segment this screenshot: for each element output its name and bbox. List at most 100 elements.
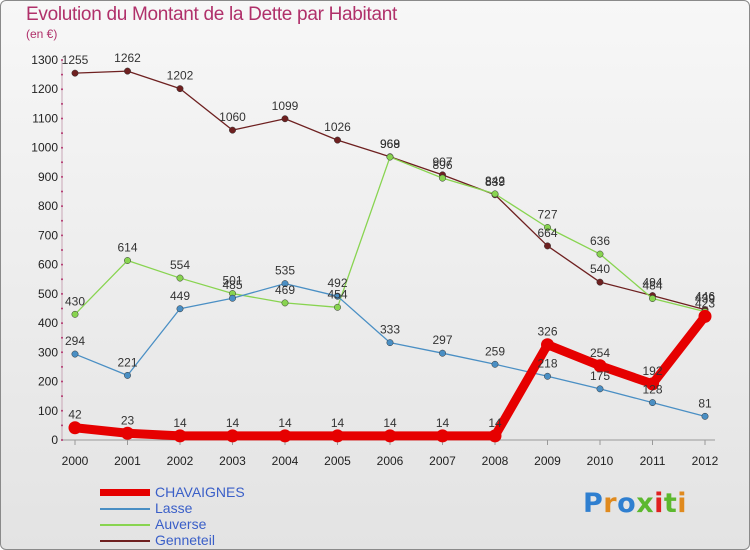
- x-tick-label: 2009: [534, 454, 561, 468]
- series-point-chavaignes: [383, 429, 397, 443]
- series-point-genneteil: [596, 278, 604, 286]
- data-label: 423: [695, 296, 715, 310]
- series-point-genneteil: [281, 115, 289, 123]
- data-label: 430: [65, 294, 85, 308]
- y-tick-label: 300: [38, 345, 58, 359]
- y-tick-label: 1300: [31, 53, 58, 67]
- y-tick-label: 400: [38, 316, 58, 330]
- axes: 0 100 200 300 400 500 600 700 800 900 1000 1100 1200…: [31, 53, 718, 468]
- logo-letter: P: [583, 488, 604, 519]
- series-point-chavaignes: [646, 377, 659, 391]
- series-point-lasse: [386, 339, 394, 347]
- data-label: 326: [537, 325, 557, 339]
- series-point-lasse: [491, 360, 499, 368]
- data-labels-group: 1255 1262 1202 1060 1099 1026 969 907 839 664 540 4…: [62, 51, 716, 430]
- data-label: 14: [436, 416, 450, 430]
- data-label: 1099: [272, 99, 299, 113]
- y-tick-mark: [61, 424, 63, 427]
- data-label: 1202: [167, 69, 194, 83]
- y-tick-mark: [61, 278, 63, 281]
- logo-letter: i: [654, 488, 664, 519]
- x-tick-label: 2004: [272, 454, 299, 468]
- series-point-auverse: [439, 174, 446, 182]
- y-tick-label: 900: [38, 170, 58, 184]
- logo-letter: i: [677, 488, 688, 519]
- y-tick-label: 500: [38, 287, 58, 301]
- data-label: 501: [222, 274, 242, 288]
- y-tick-label: 600: [38, 258, 58, 272]
- series-point-lasse: [229, 294, 236, 302]
- series-point-lasse: [701, 412, 709, 420]
- series-point-chavaignes: [226, 429, 239, 443]
- y-tick-mark: [61, 234, 63, 237]
- data-label: 81: [698, 396, 712, 410]
- series-point-lasse: [334, 292, 341, 300]
- series-point-chavaignes: [173, 429, 187, 443]
- x-tick-label: 2007: [429, 454, 456, 468]
- data-label: 23: [121, 413, 135, 427]
- series-point-lasse: [176, 305, 184, 313]
- series-point-chavaignes: [541, 338, 554, 352]
- y-tick-mark: [61, 102, 63, 105]
- data-label: 14: [488, 416, 502, 430]
- data-label: 297: [432, 333, 452, 347]
- series-point-chavaignes: [488, 429, 502, 443]
- y-tick-mark: [61, 117, 63, 120]
- data-label: 896: [432, 158, 452, 172]
- data-label: 1255: [62, 53, 89, 67]
- data-label: 1026: [324, 120, 351, 134]
- series-point-genneteil: [229, 126, 236, 134]
- data-label: 907: [432, 155, 452, 169]
- series-point-lasse: [596, 385, 604, 393]
- x-tick-label: 2000: [62, 454, 89, 468]
- legend-label: Genneteil: [155, 532, 215, 548]
- data-label: 254: [590, 346, 610, 360]
- x-tick-label: 2005: [324, 454, 351, 468]
- data-label: 449: [170, 289, 190, 303]
- x-tick-label: 2011: [640, 454, 666, 468]
- x-tick-label: 2012: [692, 454, 719, 468]
- data-label: 1262: [114, 51, 141, 65]
- y-tick-mark: [61, 263, 63, 266]
- data-label: 446: [695, 290, 715, 304]
- series-point-auverse: [71, 310, 79, 318]
- series-point-lasse: [281, 280, 289, 288]
- series-line-lasse: [74, 282, 706, 417]
- y-tick-mark: [61, 292, 63, 295]
- y-tick-mark: [61, 336, 63, 339]
- y-tick-mark: [61, 73, 63, 76]
- legend-swatch: [100, 508, 150, 510]
- x-tick-label: 2006: [377, 454, 404, 468]
- data-label: 469: [275, 283, 295, 297]
- y-tick-label: 200: [38, 375, 58, 389]
- data-label: 554: [170, 258, 190, 272]
- y-tick-mark: [61, 190, 63, 193]
- legend-label: CHAVAIGNES: [155, 484, 245, 500]
- legend-label: Auverse: [155, 516, 207, 532]
- data-label: 492: [327, 276, 347, 290]
- data-label: 192: [642, 364, 662, 378]
- y-tick-label: 1100: [32, 111, 58, 125]
- data-label: 14: [226, 416, 240, 430]
- series-point-auverse: [649, 295, 656, 302]
- legend-swatch: [100, 540, 150, 542]
- data-label: 454: [327, 287, 347, 301]
- series-point-chavaignes: [436, 429, 449, 443]
- x-tick-label: 2003: [219, 454, 246, 468]
- y-tick-label: 0: [51, 433, 58, 447]
- data-label: 969: [380, 137, 400, 151]
- logo-letter: x: [636, 488, 655, 519]
- logo-letter: r: [603, 488, 618, 519]
- data-label: 333: [380, 323, 400, 337]
- series-point-chavaignes: [593, 359, 607, 373]
- series-point-lasse: [124, 371, 131, 379]
- series-point-lasse: [71, 350, 79, 358]
- series-point-lasse: [439, 349, 446, 357]
- y-tick-mark: [61, 146, 63, 149]
- series-point-chavaignes: [121, 426, 134, 440]
- series-point-chavaignes: [68, 421, 82, 435]
- y-tick-mark: [61, 395, 63, 398]
- data-label: 14: [278, 416, 292, 430]
- data-label: 485: [222, 278, 242, 292]
